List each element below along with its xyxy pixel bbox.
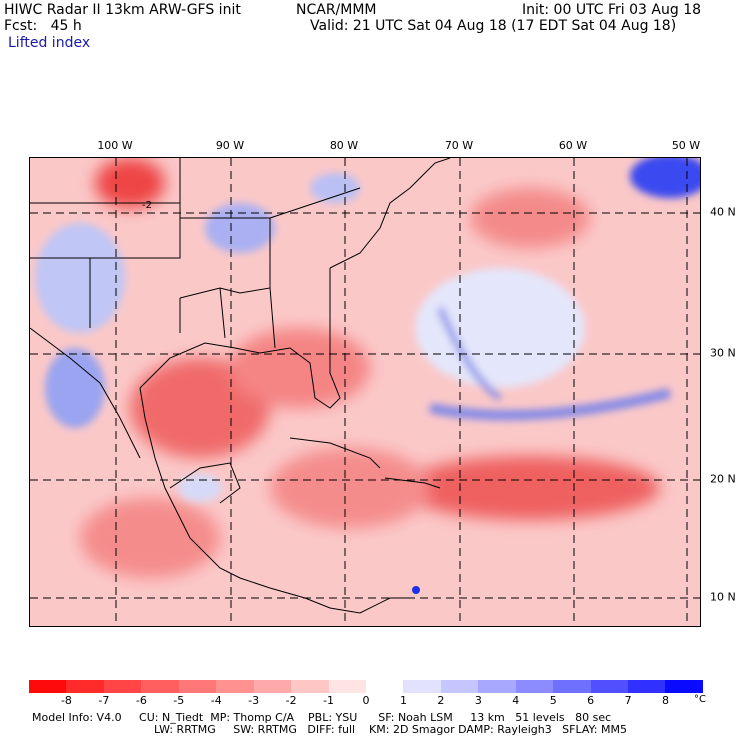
map-canvas: -2 [30, 158, 700, 626]
colorbar [29, 680, 703, 693]
header-org: NCAR/MMM [296, 2, 377, 18]
colorbar-label: -5 [173, 694, 185, 707]
colorbar-swatch [478, 680, 516, 693]
atlantic-stable-swirl [437, 306, 502, 401]
colorbar-swatch [365, 680, 404, 693]
colorbar-label: 6 [587, 694, 595, 707]
southeast-instability-area [230, 328, 370, 408]
colorbar-label: 3 [474, 694, 482, 707]
colorbar-swatch [440, 680, 479, 693]
lat-lon-grid [30, 158, 700, 626]
colorbar-swatch [553, 680, 591, 693]
header-forecast-hour: Fcst: 45 h [4, 18, 82, 34]
colorbar-unit: °C [694, 694, 706, 705]
colorbar-label: 1 [399, 694, 407, 707]
atlantic-stable-streak [429, 388, 672, 421]
colorbar-label: 0 [362, 694, 370, 707]
colorbar-label: -4 [210, 694, 222, 707]
lat-label-30n: 30 N [710, 346, 736, 360]
midwest-stable-area [205, 203, 275, 253]
colorbar-swatch [253, 680, 292, 693]
gulf-coastline [139, 268, 341, 409]
colorbar-swatch [66, 680, 104, 693]
colorbar-label: -6 [135, 694, 147, 707]
gulf-instability-area [130, 358, 270, 458]
great-lakes-stable-area [310, 173, 360, 203]
lat-label-40n: 40 N [710, 205, 736, 219]
caribbean-instability [270, 448, 430, 528]
colorbar-swatch [628, 680, 666, 693]
model-info-line-2: LW: RRTMG SW: RRTMG DIFF: full KM: 2D Sm… [154, 723, 627, 736]
state-border-6 [219, 287, 226, 339]
colorbar-label: -7 [98, 694, 110, 707]
colorbar-swatch [291, 680, 329, 693]
pacific-coastline [30, 327, 141, 459]
colorbar-label: -1 [323, 694, 335, 707]
colorbar-label: -8 [60, 694, 72, 707]
state-border-2 [179, 217, 271, 299]
colorbar-swatch [328, 680, 366, 693]
model-info-line-1: Model Info: V4.0 CU: N_Tiedt MP: Thomp C… [32, 711, 612, 724]
north-atlantic-instability [470, 188, 590, 248]
central-america-coastline [139, 387, 410, 614]
instability-shading [80, 158, 660, 578]
field-name: Lifted index [8, 35, 91, 51]
colorbar-swatch [590, 680, 628, 693]
colorbar-swatch [178, 680, 217, 693]
northeast-stable-corner [630, 158, 700, 198]
stable-shading [35, 158, 700, 502]
map-boundaries [30, 158, 451, 614]
rockies-stable-area [35, 223, 125, 333]
lifted-index-map: -2 [29, 157, 701, 627]
header-valid-time: Valid: 21 UTC Sat 04 Aug 18 (17 EDT Sat … [310, 18, 677, 34]
atlantic-stable-area [415, 268, 585, 388]
pacific-instability [80, 498, 220, 578]
cuba-outline [289, 437, 381, 469]
colorbar-swatch [141, 680, 179, 693]
plains-instability-spot [95, 158, 165, 208]
colorbar-swatch [515, 680, 554, 693]
lat-label-20n: 20 N [710, 472, 736, 486]
lon-label-100w: 100 W [97, 139, 133, 152]
colorbar-label: 2 [437, 694, 445, 707]
sierra-madre-stable-area [45, 348, 105, 428]
lon-label-80w: 80 W [329, 139, 359, 152]
atlantic-coastline [329, 158, 451, 269]
colorbar-label: 8 [662, 694, 670, 707]
colorbar-label: 7 [624, 694, 632, 707]
header-title: HIWC Radar II 13km ARW-GFS init [4, 2, 241, 18]
yucatan-stable-spot [178, 474, 222, 502]
colorbar-label: -2 [285, 694, 297, 707]
lon-label-50w: 50 W [671, 139, 701, 152]
atlantic-instability-band [400, 456, 660, 520]
colorbar-swatch [216, 680, 254, 693]
colorbar-swatch [29, 680, 67, 693]
lon-label-60w: 60 W [558, 139, 588, 152]
yucatan-coastline [169, 462, 241, 504]
header-init-time: Init: 00 UTC Fri 03 Aug 18 [522, 2, 702, 18]
colombia-stable-cell [412, 586, 420, 594]
colorbar-label: -3 [248, 694, 260, 707]
colorbar-swatch [403, 680, 441, 693]
state-border-3 [269, 187, 361, 219]
colorbar-swatch [103, 680, 142, 693]
colorbar-label: 4 [512, 694, 520, 707]
colorbar-swatch [665, 680, 703, 693]
state-border-7 [269, 287, 276, 349]
lat-label-10n: 10 N [710, 590, 736, 604]
colorbar-label: 5 [549, 694, 557, 707]
lon-label-70w: 70 W [444, 139, 474, 152]
lon-label-90w: 90 W [215, 139, 245, 152]
contour-label: -2 [142, 200, 152, 211]
state-border-1 [30, 158, 181, 259]
